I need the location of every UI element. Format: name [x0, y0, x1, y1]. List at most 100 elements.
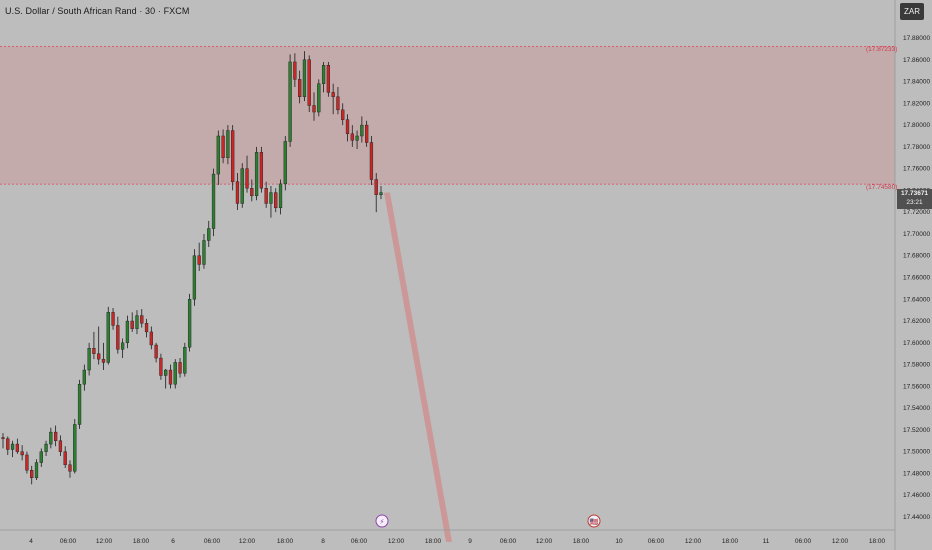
time-tick-label: 06:00 — [795, 538, 812, 545]
candle[interactable] — [30, 470, 33, 478]
candle[interactable] — [112, 312, 115, 325]
candle[interactable] — [121, 343, 124, 350]
candle[interactable] — [126, 321, 129, 343]
candle[interactable] — [337, 97, 340, 110]
candle[interactable] — [59, 441, 62, 452]
candle[interactable] — [54, 432, 57, 441]
candle[interactable] — [375, 180, 378, 195]
candle[interactable] — [116, 325, 119, 349]
candle[interactable] — [236, 182, 239, 204]
candle[interactable] — [360, 125, 363, 136]
time-tick-label: 9 — [468, 538, 472, 545]
candle[interactable] — [150, 332, 153, 345]
candle[interactable] — [145, 323, 148, 332]
candle[interactable] — [131, 321, 134, 329]
candle[interactable] — [341, 110, 344, 120]
candle[interactable] — [346, 120, 349, 134]
price-tick-label: 17.86000 — [903, 57, 930, 64]
candle[interactable] — [21, 452, 24, 455]
candle[interactable] — [380, 193, 383, 195]
candle[interactable] — [265, 188, 268, 203]
candle[interactable] — [212, 174, 215, 228]
candle[interactable] — [174, 362, 177, 384]
candle[interactable] — [207, 229, 210, 241]
candle[interactable] — [308, 60, 311, 106]
candle[interactable] — [198, 256, 201, 265]
candle[interactable] — [155, 345, 158, 358]
candle[interactable] — [83, 370, 86, 384]
candle[interactable] — [2, 438, 5, 439]
candle[interactable] — [217, 136, 220, 174]
candle[interactable] — [188, 299, 191, 347]
candle[interactable] — [159, 358, 162, 375]
candle[interactable] — [45, 444, 48, 452]
candle[interactable] — [317, 84, 320, 112]
candle[interactable] — [250, 188, 253, 196]
time-tick-label: 18:00 — [573, 538, 590, 545]
candle[interactable] — [193, 256, 196, 300]
candle[interactable] — [183, 347, 186, 373]
candle[interactable] — [279, 184, 282, 208]
time-tick-label: 12:00 — [388, 538, 405, 545]
candle[interactable] — [6, 439, 9, 450]
us-flag-event-icon[interactable]: 🇺🇸 — [588, 515, 600, 527]
candle[interactable] — [102, 359, 105, 362]
candle[interactable] — [88, 348, 91, 370]
candle[interactable] — [203, 240, 206, 264]
candle[interactable] — [260, 152, 263, 188]
candle[interactable] — [274, 193, 277, 208]
candle[interactable] — [303, 60, 306, 97]
lightning-event-icon[interactable]: ⚡ — [376, 515, 388, 527]
candle[interactable] — [164, 370, 167, 375]
candle[interactable] — [231, 131, 234, 182]
candle[interactable] — [92, 348, 95, 353]
candle[interactable] — [365, 125, 368, 142]
time-tick-label: 4 — [29, 538, 33, 545]
time-tick-label: 06:00 — [500, 538, 517, 545]
resistance-zone[interactable] — [0, 46, 895, 184]
candle[interactable] — [78, 384, 81, 424]
time-tick-label: 8 — [321, 538, 325, 545]
candle[interactable] — [327, 65, 330, 92]
candle[interactable] — [293, 62, 296, 79]
candle[interactable] — [35, 463, 38, 478]
candle[interactable] — [169, 370, 172, 384]
candle[interactable] — [11, 444, 14, 449]
candle[interactable] — [40, 452, 43, 463]
time-tick-label: 06:00 — [204, 538, 221, 545]
candle[interactable] — [179, 362, 182, 373]
candle[interactable] — [25, 455, 28, 470]
candle[interactable] — [140, 316, 143, 324]
candle[interactable] — [226, 131, 229, 158]
candle[interactable] — [73, 424, 76, 471]
candle[interactable] — [298, 79, 301, 96]
candle[interactable] — [241, 169, 244, 204]
candle[interactable] — [370, 143, 373, 180]
candle[interactable] — [356, 136, 359, 140]
candle[interactable] — [270, 193, 273, 204]
candle[interactable] — [107, 312, 110, 362]
candle[interactable] — [313, 105, 316, 112]
candle[interactable] — [97, 354, 100, 359]
candle[interactable] — [322, 65, 325, 84]
candle[interactable] — [332, 92, 335, 96]
candle[interactable] — [246, 169, 249, 189]
symbol-title[interactable]: U.S. Dollar / South African Rand · 30 · … — [5, 6, 189, 16]
time-tick-label: 6 — [171, 538, 175, 545]
price-tick-label: 17.72000 — [903, 209, 930, 216]
candle[interactable] — [351, 134, 354, 141]
candle[interactable] — [136, 316, 139, 329]
svg-text:⚡: ⚡ — [380, 518, 385, 526]
candle[interactable] — [289, 62, 292, 141]
currency-badge[interactable]: ZAR — [900, 3, 924, 20]
price-tick-label: 17.62000 — [903, 318, 930, 325]
candle[interactable] — [255, 152, 258, 196]
candle[interactable] — [69, 465, 72, 472]
candle[interactable] — [16, 444, 19, 452]
candle[interactable] — [64, 452, 67, 465]
candle[interactable] — [222, 136, 225, 158]
candle[interactable] — [49, 432, 52, 444]
candle[interactable] — [284, 141, 287, 183]
